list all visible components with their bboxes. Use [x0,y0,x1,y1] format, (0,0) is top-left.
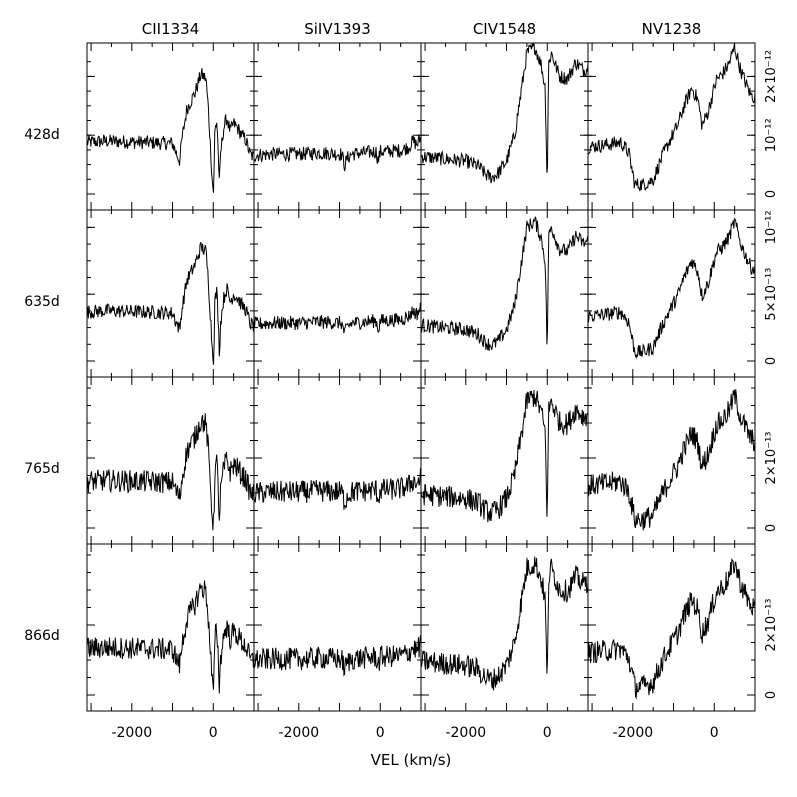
panel-frame [420,42,589,211]
panel-frame [253,42,422,211]
spectrum-line [87,242,254,365]
x-tick-label: -2000 [111,725,152,741]
spectrum-line [421,556,588,691]
spectrum-line [87,413,254,531]
spectrum-line [588,43,755,192]
panel-frame [253,543,422,712]
y-tick-label: 0 [764,691,779,699]
x-axis-label: VEL (km/s) [371,751,452,769]
y-tick-label: 2×10⁻¹³ [764,599,779,652]
spectrum-line [254,635,421,677]
spectrum-line [588,557,755,700]
x-tick-label: -2000 [445,725,486,741]
column-title: NV1238 [642,20,702,38]
column-title: SiIV1393 [304,20,371,38]
row-label: 866d [24,628,60,644]
spectrum-line [254,134,421,172]
panel-frame [420,209,589,378]
y-tick-label: 5×10⁻¹³ [764,268,779,321]
spectrum-line [421,389,588,523]
y-tick-label: 0 [764,357,779,365]
spectrum-line [254,302,421,334]
panel-frame [420,543,589,712]
spectrum-line [588,389,755,531]
panel-frame [86,376,255,545]
spectrum-line [87,68,254,193]
panel-frame [587,42,756,211]
panel-frame [253,376,422,545]
panel-frame [253,209,422,378]
column-title: CII1334 [142,20,200,38]
panel-frame [587,543,756,712]
panel-frame [420,376,589,545]
y-tick-label: 2×10⁻¹² [764,50,779,103]
y-tick-label: 0 [764,190,779,198]
x-tick-label: 0 [710,725,719,741]
y-tick-label: 10⁻¹² [764,210,779,244]
x-tick-label: 0 [209,725,218,741]
y-tick-label: 2×10⁻¹³ [764,432,779,485]
spectrum-line [87,580,254,694]
row-label: 428d [24,127,60,143]
y-tick-label: 10⁻¹² [764,118,779,152]
spectrum-line [588,217,755,360]
x-tick-label: -2000 [612,725,653,741]
x-tick-label: 0 [376,725,385,741]
x-tick-label: -2000 [278,725,319,741]
spectrum-line [254,466,421,510]
x-tick-label: 0 [543,725,552,741]
column-title: CIV1548 [473,20,536,38]
row-label: 635d [24,294,60,310]
y-tick-label: 0 [764,524,779,532]
panel-frame [587,376,756,545]
row-label: 765d [24,461,60,477]
spectrum-line [421,216,588,351]
spectrum-line [421,43,588,184]
